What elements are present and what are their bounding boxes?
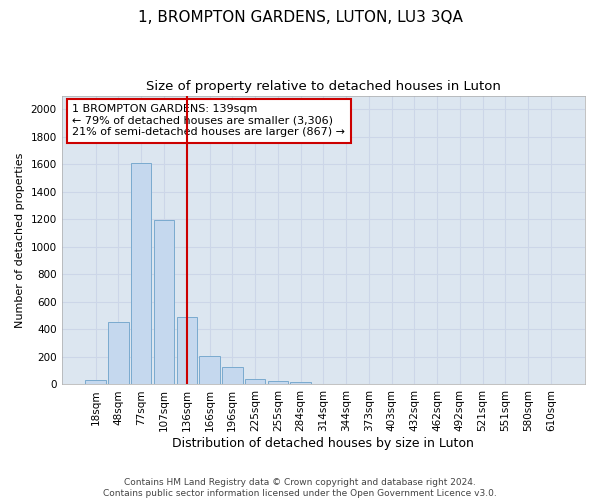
Bar xyxy=(222,366,242,384)
Y-axis label: Number of detached properties: Number of detached properties xyxy=(15,152,25,328)
Text: Contains HM Land Registry data © Crown copyright and database right 2024.
Contai: Contains HM Land Registry data © Crown c… xyxy=(103,478,497,498)
Text: 1 BROMPTON GARDENS: 139sqm
← 79% of detached houses are smaller (3,306)
21% of s: 1 BROMPTON GARDENS: 139sqm ← 79% of deta… xyxy=(72,104,345,138)
Bar xyxy=(131,163,151,384)
Bar xyxy=(85,380,106,384)
X-axis label: Distribution of detached houses by size in Luton: Distribution of detached houses by size … xyxy=(172,437,474,450)
Bar xyxy=(108,322,129,384)
Bar xyxy=(154,220,174,384)
Title: Size of property relative to detached houses in Luton: Size of property relative to detached ho… xyxy=(146,80,501,93)
Text: 1, BROMPTON GARDENS, LUTON, LU3 3QA: 1, BROMPTON GARDENS, LUTON, LU3 3QA xyxy=(137,10,463,25)
Bar xyxy=(199,356,220,384)
Bar xyxy=(268,381,288,384)
Bar xyxy=(245,379,265,384)
Bar xyxy=(176,317,197,384)
Bar xyxy=(290,382,311,384)
